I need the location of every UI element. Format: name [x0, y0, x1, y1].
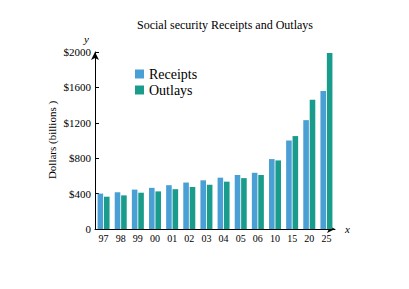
svg-text:00: 00 [150, 233, 160, 244]
svg-text:25: 25 [321, 233, 331, 244]
svg-text:Dollars (billions ): Dollars (billions ) [46, 101, 59, 180]
svg-text:$1600: $1600 [64, 81, 92, 93]
svg-text:Social security Receipts and O: Social security Receipts and Outlays [137, 18, 313, 32]
svg-text:15: 15 [287, 233, 297, 244]
svg-text:Receipts: Receipts [149, 67, 197, 82]
svg-text:99: 99 [133, 233, 143, 244]
svg-text:$800: $800 [69, 152, 92, 164]
svg-text:$400: $400 [69, 188, 92, 200]
svg-text:$2000: $2000 [64, 46, 92, 58]
svg-text:02: 02 [184, 233, 194, 244]
svg-text:05: 05 [236, 233, 246, 244]
svg-text:0: 0 [86, 223, 92, 235]
svg-text:$1200: $1200 [64, 117, 92, 129]
svg-text:10: 10 [270, 233, 280, 244]
svg-text:20: 20 [304, 233, 314, 244]
svg-text:x: x [344, 223, 350, 235]
svg-text:04: 04 [219, 233, 229, 244]
svg-text:Outlays: Outlays [149, 83, 193, 98]
svg-text:06: 06 [253, 233, 263, 244]
svg-text:03: 03 [201, 233, 211, 244]
svg-text:y: y [83, 33, 89, 45]
svg-text:98: 98 [116, 233, 126, 244]
svg-text:01: 01 [167, 233, 177, 244]
svg-text:97: 97 [99, 233, 109, 244]
